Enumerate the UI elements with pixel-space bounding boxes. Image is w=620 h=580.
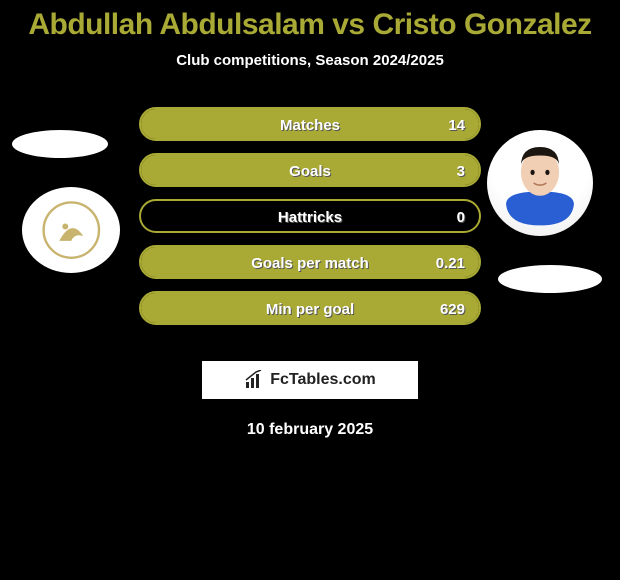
stat-value-right: 14: [448, 109, 465, 143]
page-title: Abdullah Abdulsalam vs Cristo Gonzalez: [0, 0, 620, 42]
date-text: 10 february 2025: [0, 421, 620, 439]
branding-text: FcTables.com: [270, 371, 376, 389]
stat-bars: Matches14 Goals3 Hattricks0 Goals per match…: [139, 107, 481, 337]
stat-value-right: 0: [457, 201, 465, 235]
stat-label: Goals per match: [141, 247, 479, 281]
stat-bar-track: Hattricks0: [139, 199, 481, 233]
player2-photo: [487, 130, 593, 236]
comparison-panel: Matches14 Goals3 Hattricks0 Goals per match…: [0, 107, 620, 347]
stat-bar-track: Goals per match0.21: [139, 245, 481, 279]
subtitle: Club competitions, Season 2024/2025: [0, 52, 620, 69]
stat-row: Goals per match0.21: [139, 245, 481, 279]
chart-icon: [244, 370, 264, 390]
player1-blank-badge: [12, 130, 108, 158]
player2-blank-badge: [498, 265, 602, 293]
stat-label: Hattricks: [141, 201, 479, 235]
stat-label: Goals: [141, 155, 479, 189]
stat-row: Goals3: [139, 153, 481, 187]
player-avatar-icon: [487, 130, 593, 236]
stat-bar-track: Min per goal629: [139, 291, 481, 325]
stat-value-right: 0.21: [436, 247, 465, 281]
club-emblem-icon: [37, 200, 106, 260]
player1-club-logo: [22, 187, 120, 273]
stat-label: Min per goal: [141, 293, 479, 327]
stat-bar-track: Matches14: [139, 107, 481, 141]
stat-value-right: 3: [457, 155, 465, 189]
stat-label: Matches: [141, 109, 479, 143]
stat-row: Hattricks0: [139, 199, 481, 233]
stat-row: Min per goal629: [139, 291, 481, 325]
stat-row: Matches14: [139, 107, 481, 141]
stat-bar-track: Goals3: [139, 153, 481, 187]
branding-badge: FcTables.com: [202, 361, 418, 399]
stat-value-right: 629: [440, 293, 465, 327]
